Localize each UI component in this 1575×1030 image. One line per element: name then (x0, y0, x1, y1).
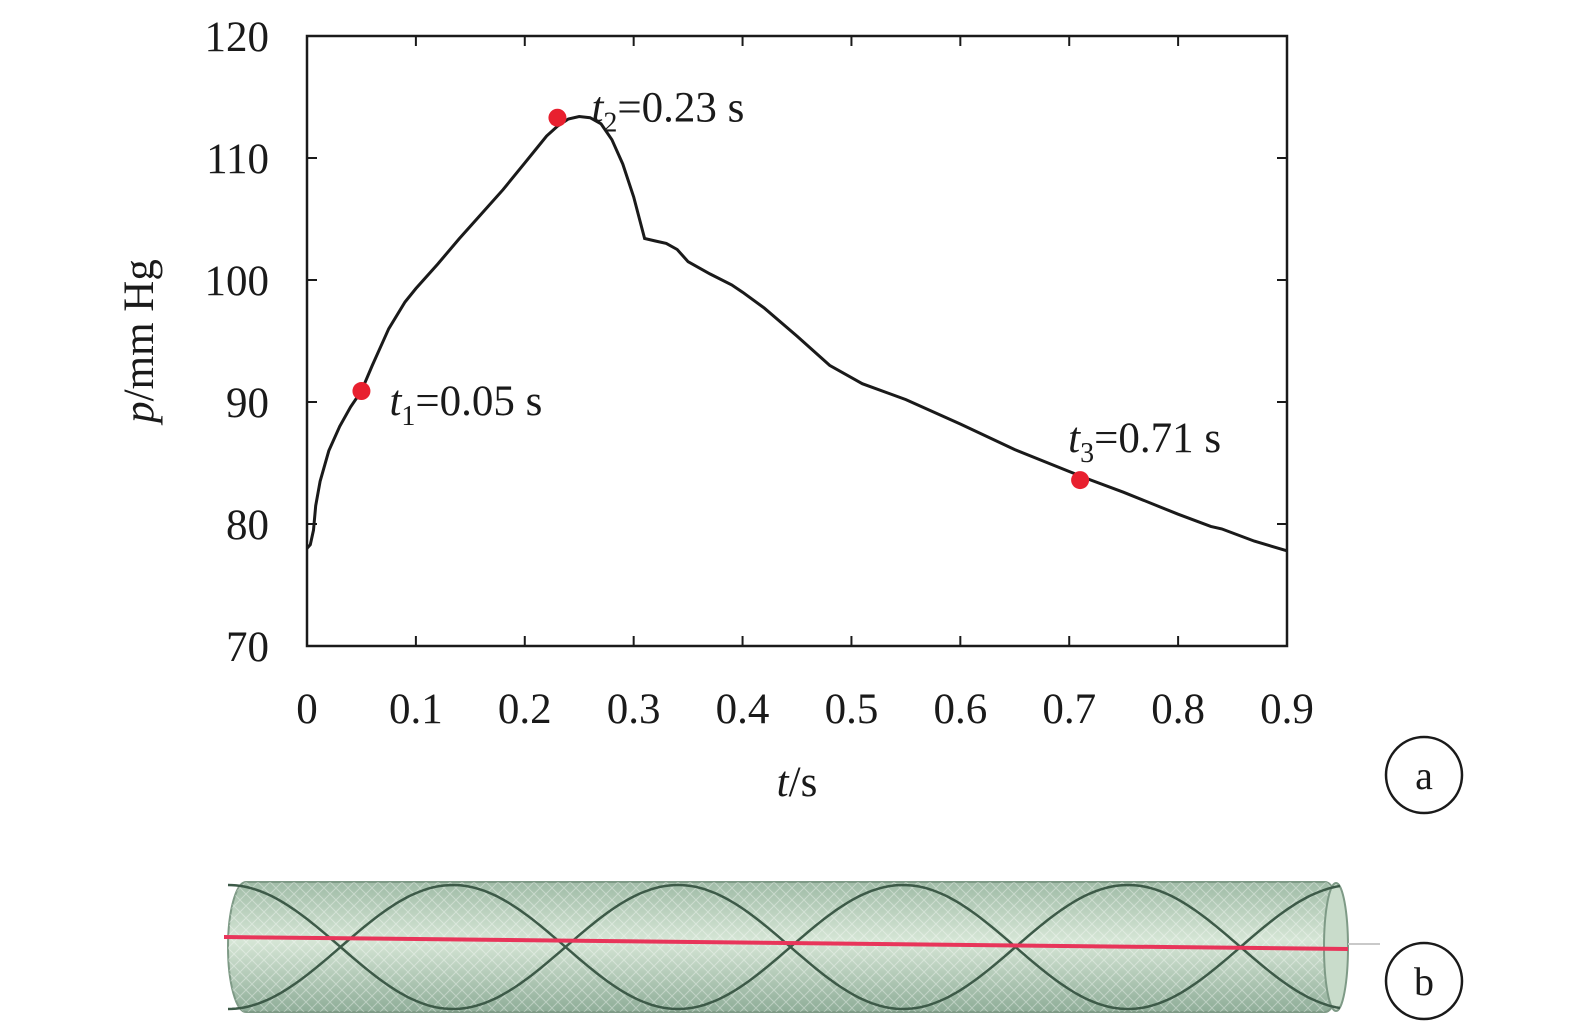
plot-frame (305, 34, 1289, 648)
y-tick-label: 70 (226, 624, 269, 671)
panel-label-a-text: a (1415, 753, 1433, 798)
marker-group: t1=0.05 s t2=0.23 s t3=0.71 s (352, 85, 1221, 490)
panel-label-a: a (1384, 735, 1464, 815)
y-axis-label: p/mm Hg (116, 259, 163, 426)
x-axis-var: t (777, 759, 790, 806)
vessel-centerline (223, 935, 1349, 951)
x-tick-label: 0.4 (716, 686, 770, 733)
vessel-mesh (228, 882, 1343, 1012)
x-tick-label: 0 (296, 686, 318, 733)
x-axis-ticks: 0 0.1 0.2 0.3 0.4 0.5 0.6 0.7 0.8 0.9 (296, 36, 1314, 733)
x-axis-unit: /s (789, 759, 818, 806)
x-axis-label: t/s (777, 759, 818, 806)
panel-label-b: b (1384, 941, 1464, 1021)
x-tick-label: 0.7 (1042, 686, 1096, 733)
x-tick-label: 0.5 (825, 686, 879, 733)
stent-helix-strand-1 (227, 883, 1341, 1011)
pressure-curve (307, 114, 1287, 553)
marker-point (352, 382, 371, 401)
y-tick-label: 80 (226, 502, 269, 549)
x-tick-label: 0.8 (1151, 686, 1205, 733)
x-tick-label: 0.6 (933, 686, 987, 733)
y-axis-ticks: 70 80 90 100 110 120 (205, 14, 1287, 671)
marker-label: t2=0.23 s (591, 85, 744, 139)
y-tick-label: 100 (205, 258, 270, 305)
y-tick-label: 120 (205, 14, 270, 61)
marker-point (1071, 471, 1090, 490)
y-axis-var: p (116, 401, 163, 426)
x-tick-label: 0.3 (607, 686, 661, 733)
vessel-illustration (223, 881, 1380, 1013)
marker-point (548, 108, 567, 127)
x-tick-label: 0.9 (1260, 686, 1314, 733)
y-tick-label: 110 (206, 136, 269, 183)
y-tick-label: 90 (226, 380, 269, 427)
panel-label-b-text: b (1414, 959, 1434, 1004)
x-tick-label: 0.1 (389, 686, 443, 733)
y-axis-unit: /mm Hg (116, 259, 163, 401)
marker-label: t1=0.05 s (389, 378, 542, 432)
x-tick-label: 0.2 (498, 686, 552, 733)
marker-label: t3=0.71 s (1068, 415, 1221, 469)
